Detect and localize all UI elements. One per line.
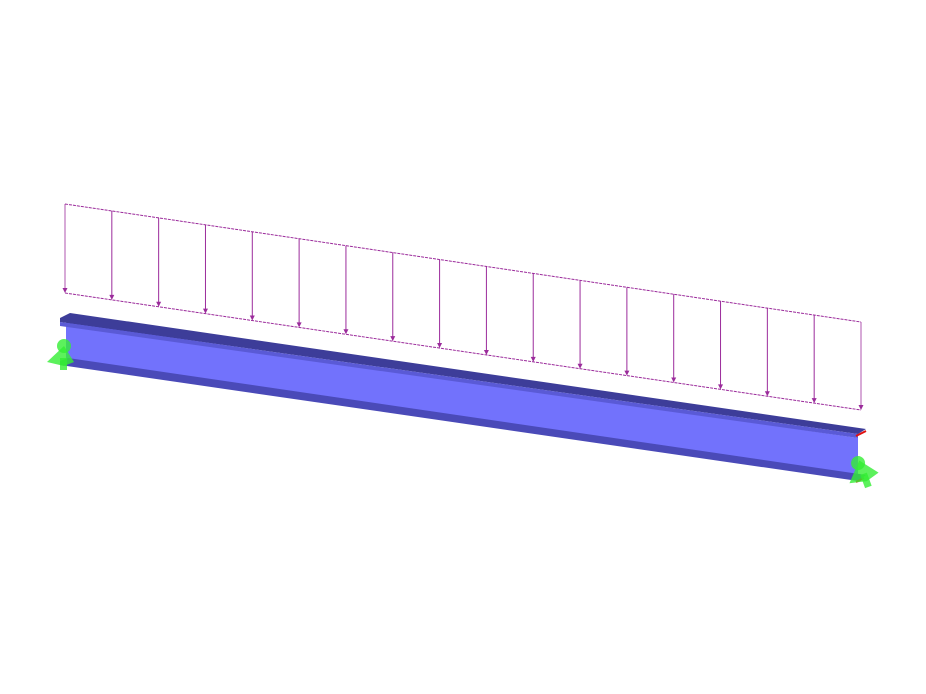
load-arrow bbox=[156, 217, 162, 307]
load-arrow bbox=[811, 315, 817, 404]
load-arrow-head bbox=[109, 294, 115, 300]
load-arrow-head bbox=[62, 288, 68, 293]
load-arrow bbox=[577, 280, 583, 369]
beam-end-marker-top bbox=[855, 430, 867, 437]
load-arrow bbox=[624, 287, 630, 376]
load-arrow-head bbox=[437, 343, 443, 349]
load-arrow bbox=[718, 301, 724, 390]
support-right[interactable] bbox=[842, 451, 882, 493]
load-arrow bbox=[343, 245, 349, 335]
distributed-load bbox=[62, 203, 864, 411]
load-top-line bbox=[64, 203, 862, 323]
support-cone bbox=[849, 460, 879, 484]
beam-web bbox=[66, 322, 858, 478]
load-arrow bbox=[764, 308, 770, 397]
load-arrow bbox=[437, 259, 443, 349]
load-arrow-head bbox=[577, 363, 583, 369]
load-arrow-head bbox=[764, 391, 770, 397]
load-arrow bbox=[483, 266, 489, 355]
beam-bottom-flange bbox=[60, 358, 866, 481]
support-hinge bbox=[57, 339, 71, 353]
support-hinge bbox=[851, 456, 866, 471]
load-arrow-head bbox=[249, 315, 255, 321]
load-arrow-head bbox=[811, 398, 817, 404]
beam-top-flange-face bbox=[60, 322, 858, 438]
beam-top-flange bbox=[60, 313, 866, 434]
load-arrow bbox=[296, 238, 302, 328]
load-arrow-head bbox=[530, 356, 536, 362]
load-base-line bbox=[64, 292, 862, 411]
load-arrow bbox=[390, 252, 396, 342]
support-left[interactable] bbox=[47, 339, 74, 370]
load-arrow-head bbox=[343, 329, 349, 335]
load-arrow bbox=[109, 210, 115, 300]
load-arrow-head bbox=[624, 370, 630, 376]
load-arrow-head bbox=[483, 349, 489, 355]
support-cone bbox=[47, 346, 74, 366]
load-arrow bbox=[202, 224, 208, 314]
load-arrow-head bbox=[671, 377, 677, 383]
load-arrow-head bbox=[156, 301, 162, 307]
load-arrow-head bbox=[718, 384, 724, 390]
load-arrow bbox=[530, 273, 536, 362]
load-arrow bbox=[671, 294, 677, 383]
load-arrow-head bbox=[296, 322, 302, 328]
load-arrow bbox=[62, 204, 68, 293]
load-arrow-head bbox=[390, 336, 396, 342]
load-arrow bbox=[249, 231, 255, 321]
i-beam-member[interactable] bbox=[60, 313, 867, 483]
load-arrow bbox=[858, 322, 864, 410]
load-arrow-head bbox=[202, 308, 208, 314]
load-arrow-head bbox=[858, 405, 864, 410]
